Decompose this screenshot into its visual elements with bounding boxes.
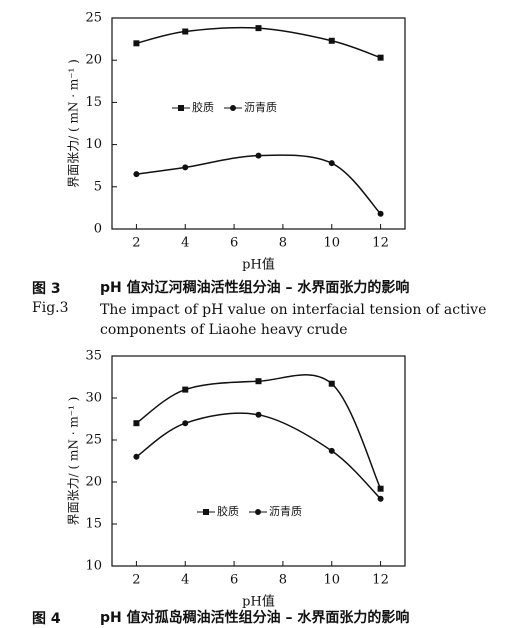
x-tick-label: 4 (181, 573, 189, 588)
x-tick-label: 10 (323, 573, 340, 588)
marker-circle (328, 160, 335, 167)
legend-label: 胶质 (217, 504, 239, 518)
y-tick-label: 25 (85, 11, 102, 26)
marker-square (133, 40, 140, 47)
x-tick-label: 8 (279, 573, 287, 588)
series-curve (135, 412, 382, 500)
caption-zh: 图 3 pH 值对辽河稠油活性组分油 – 水界面张力的影响 (32, 278, 522, 298)
marker-square (133, 420, 140, 427)
marker-square (182, 28, 189, 35)
marker-square (203, 509, 209, 515)
y-tick-label: 25 (85, 433, 102, 448)
caption-en: Fig.3 The impact of pH value on interfac… (32, 300, 522, 342)
y-tick-label: 5 (94, 179, 102, 194)
series-curve (135, 374, 382, 490)
y-axis-label: 界面张力/ ( mN · m⁻¹ ) (67, 397, 81, 526)
x-tick-label: 8 (279, 236, 287, 251)
marker-square (255, 25, 262, 32)
marker-circle (133, 453, 140, 460)
y-tick-label: 15 (85, 517, 102, 532)
marker-circle (182, 420, 189, 427)
marker-square (182, 386, 189, 393)
caption-label: 图 3 (32, 281, 61, 297)
plot-frame (111, 17, 406, 230)
x-tick-label: 2 (132, 236, 140, 251)
marker-circle (230, 105, 236, 111)
caption-zh: 图 4 pH 值对孤岛稠油活性组分油 – 水界面张力的影响 (32, 608, 522, 628)
y-tick-label: 0 (94, 222, 102, 237)
y-tick-label: 10 (85, 137, 102, 152)
y-tick-label: 30 (85, 391, 102, 406)
plot-frame (111, 355, 406, 567)
y-axis-label: 界面张力/ ( mN · m⁻¹ ) (67, 59, 81, 188)
y-tick-label: 20 (85, 475, 102, 490)
y-tick-label: 10 (85, 559, 102, 574)
marker-circle (255, 152, 262, 159)
x-tick-label: 12 (372, 236, 389, 251)
marker-square (255, 378, 262, 385)
x-tick-label: 6 (230, 236, 238, 251)
marker-square (377, 485, 384, 492)
marker-circle (182, 164, 189, 171)
legend-label: 沥青质 (269, 505, 302, 518)
marker-circle (133, 171, 140, 178)
y-tick-label: 35 (85, 349, 102, 364)
x-tick-label: 4 (181, 236, 189, 251)
x-tick-label: 12 (372, 573, 389, 588)
x-tick-label: 6 (230, 573, 238, 588)
legend-label: 沥青质 (244, 101, 277, 114)
marker-circle (255, 509, 261, 515)
marker-square (178, 105, 184, 111)
series-curve (136, 26, 381, 59)
marker-circle (377, 210, 384, 217)
y-tick-label: 20 (85, 53, 102, 68)
x-axis-label: pH值 (242, 594, 275, 610)
caption-text: pH 值对辽河稠油活性组分油 – 水界面张力的影响 (100, 280, 410, 296)
marker-circle (328, 447, 335, 454)
x-axis-label: pH值 (242, 257, 275, 273)
x-tick-label: 10 (323, 236, 340, 251)
marker-square (328, 380, 335, 387)
caption-label: 图 4 (32, 611, 61, 627)
marker-circle (377, 495, 384, 502)
x-tick-label: 2 (132, 573, 140, 588)
marker-square (328, 37, 335, 44)
series-curve (136, 154, 382, 215)
caption-label: Fig.3 (32, 300, 69, 316)
marker-square (377, 54, 384, 61)
caption-text: The impact of pH value on interfacial te… (100, 302, 487, 338)
y-tick-label: 15 (85, 95, 102, 110)
caption-text: pH 值对孤岛稠油活性组分油 – 水界面张力的影响 (100, 610, 410, 626)
marker-circle (255, 411, 262, 418)
legend-label: 胶质 (192, 100, 214, 114)
